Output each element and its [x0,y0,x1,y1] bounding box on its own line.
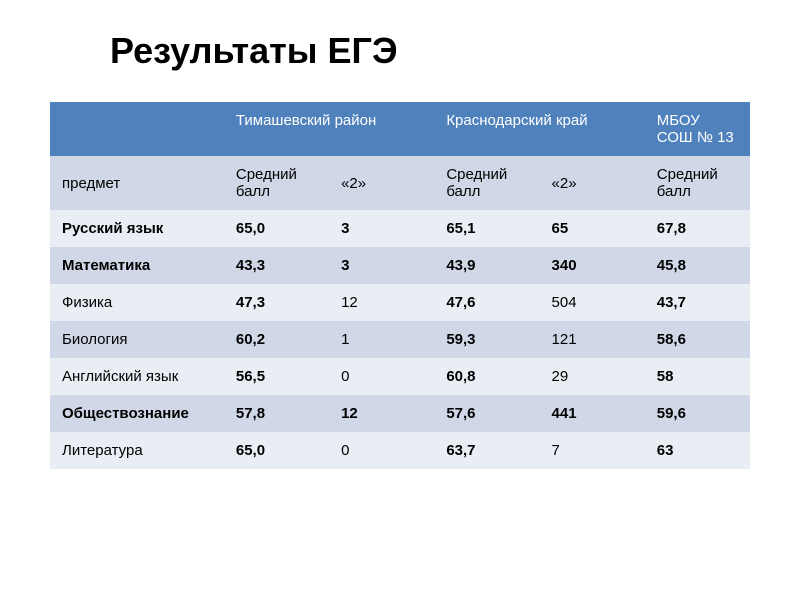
value-cell: 43,9 [434,247,539,284]
value-cell: 3 [329,210,434,247]
header-group-1: Тимашевский район [224,102,434,156]
results-table: Тимашевский район Краснодарский край МБО… [50,102,750,469]
subheader-2: «2» [329,156,434,210]
header-row-sub: предмет Средний балл «2» Средний балл «2… [50,156,750,210]
value-cell: 65 [540,210,645,247]
subheader-5: Средний балл [645,156,750,210]
header-empty [50,102,224,156]
subject-cell: Обществознание [50,395,224,432]
value-cell: 58 [645,358,750,395]
table-row: Биология60,2159,312158,6 [50,321,750,358]
value-cell: 504 [540,284,645,321]
value-cell: 3 [329,247,434,284]
value-cell: 58,6 [645,321,750,358]
value-cell: 43,7 [645,284,750,321]
header-row-groups: Тимашевский район Краснодарский край МБО… [50,102,750,156]
subheader-4: «2» [540,156,645,210]
subject-cell: Литература [50,432,224,469]
value-cell: 45,8 [645,247,750,284]
table-row: Математика43,3343,934045,8 [50,247,750,284]
value-cell: 57,8 [224,395,329,432]
value-cell: 67,8 [645,210,750,247]
value-cell: 43,3 [224,247,329,284]
value-cell: 0 [329,432,434,469]
value-cell: 12 [329,395,434,432]
table-row: Физика47,31247,650443,7 [50,284,750,321]
subheader-1: Средний балл [224,156,329,210]
value-cell: 47,3 [224,284,329,321]
value-cell: 340 [540,247,645,284]
value-cell: 121 [540,321,645,358]
header-group-2: Краснодарский край [434,102,644,156]
subheader-0: предмет [50,156,224,210]
value-cell: 56,5 [224,358,329,395]
value-cell: 59,3 [434,321,539,358]
value-cell: 60,8 [434,358,539,395]
value-cell: 47,6 [434,284,539,321]
value-cell: 63 [645,432,750,469]
subject-cell: Английский язык [50,358,224,395]
value-cell: 441 [540,395,645,432]
table-row: Обществознание57,81257,644159,6 [50,395,750,432]
value-cell: 59,6 [645,395,750,432]
value-cell: 57,6 [434,395,539,432]
subject-cell: Математика [50,247,224,284]
table-row: Английский язык56,5060,82958 [50,358,750,395]
value-cell: 29 [540,358,645,395]
subheader-3: Средний балл [434,156,539,210]
value-cell: 65,0 [224,432,329,469]
subject-cell: Физика [50,284,224,321]
table-row: Русский язык65,0365,16567,8 [50,210,750,247]
value-cell: 63,7 [434,432,539,469]
value-cell: 12 [329,284,434,321]
value-cell: 7 [540,432,645,469]
value-cell: 65,0 [224,210,329,247]
value-cell: 65,1 [434,210,539,247]
subject-cell: Русский язык [50,210,224,247]
table-row: Литература65,0063,7763 [50,432,750,469]
value-cell: 1 [329,321,434,358]
subject-cell: Биология [50,321,224,358]
value-cell: 60,2 [224,321,329,358]
header-group-3: МБОУ СОШ № 13 [645,102,750,156]
value-cell: 0 [329,358,434,395]
page-title: Результаты ЕГЭ [110,30,750,72]
